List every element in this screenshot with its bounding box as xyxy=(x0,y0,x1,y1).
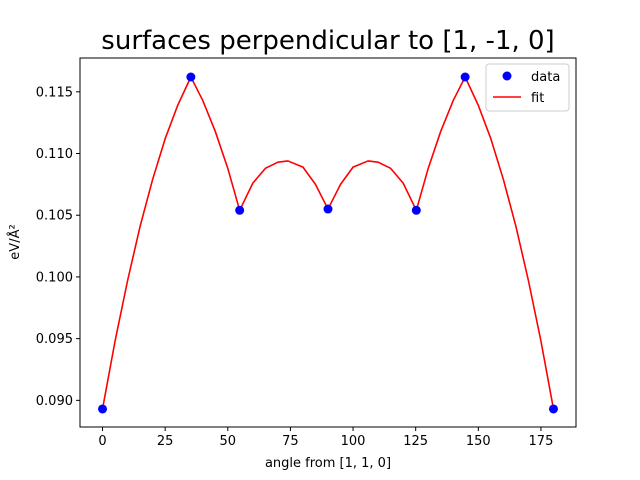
legend-label-fit: fit xyxy=(531,91,544,106)
data-point xyxy=(323,204,333,214)
legend: data fit xyxy=(485,63,570,112)
x-tick-label: 50 xyxy=(220,434,237,449)
x-axis-label: angle from [1, 1, 0] xyxy=(265,456,391,471)
plot-area xyxy=(98,72,558,414)
x-tick-label: 25 xyxy=(157,434,174,449)
data-point xyxy=(411,205,421,215)
y-tick-label: 0.100 xyxy=(36,270,73,285)
x-tick-label: 150 xyxy=(466,434,491,449)
data-point xyxy=(548,404,558,414)
data-point xyxy=(186,72,196,82)
x-tick-label: 175 xyxy=(529,434,554,449)
y-tick-label: 0.090 xyxy=(36,394,73,409)
data-point xyxy=(460,72,470,82)
x-tick-label: 0 xyxy=(98,434,106,449)
y-axis: 0.090 0.095 0.100 0.105 0.110 0.115 xyxy=(36,85,80,409)
y-tick-label: 0.115 xyxy=(36,85,73,100)
axes-frame xyxy=(79,57,577,428)
y-tick-label: 0.110 xyxy=(36,147,73,162)
series-fit-line xyxy=(101,76,555,410)
chart-title: surfaces perpendicular to [1, -1, 0] xyxy=(101,26,554,56)
legend-marker-data xyxy=(502,71,512,81)
y-tick-label: 0.105 xyxy=(36,209,73,224)
legend-label-data: data xyxy=(531,70,560,85)
data-point xyxy=(98,404,108,414)
y-tick-label: 0.095 xyxy=(36,332,73,347)
y-axis-label: eV/Å² xyxy=(7,224,23,259)
x-tick-label: 75 xyxy=(282,434,299,449)
x-axis: 0 25 50 75 100 125 150 175 xyxy=(98,427,553,449)
x-tick-label: 125 xyxy=(403,434,428,449)
data-point xyxy=(235,205,245,215)
x-tick-label: 100 xyxy=(341,434,366,449)
